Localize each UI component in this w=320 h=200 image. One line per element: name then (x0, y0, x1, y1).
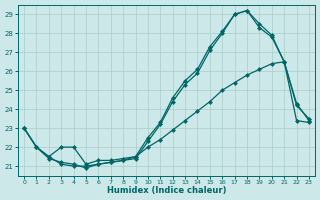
X-axis label: Humidex (Indice chaleur): Humidex (Indice chaleur) (107, 186, 226, 195)
